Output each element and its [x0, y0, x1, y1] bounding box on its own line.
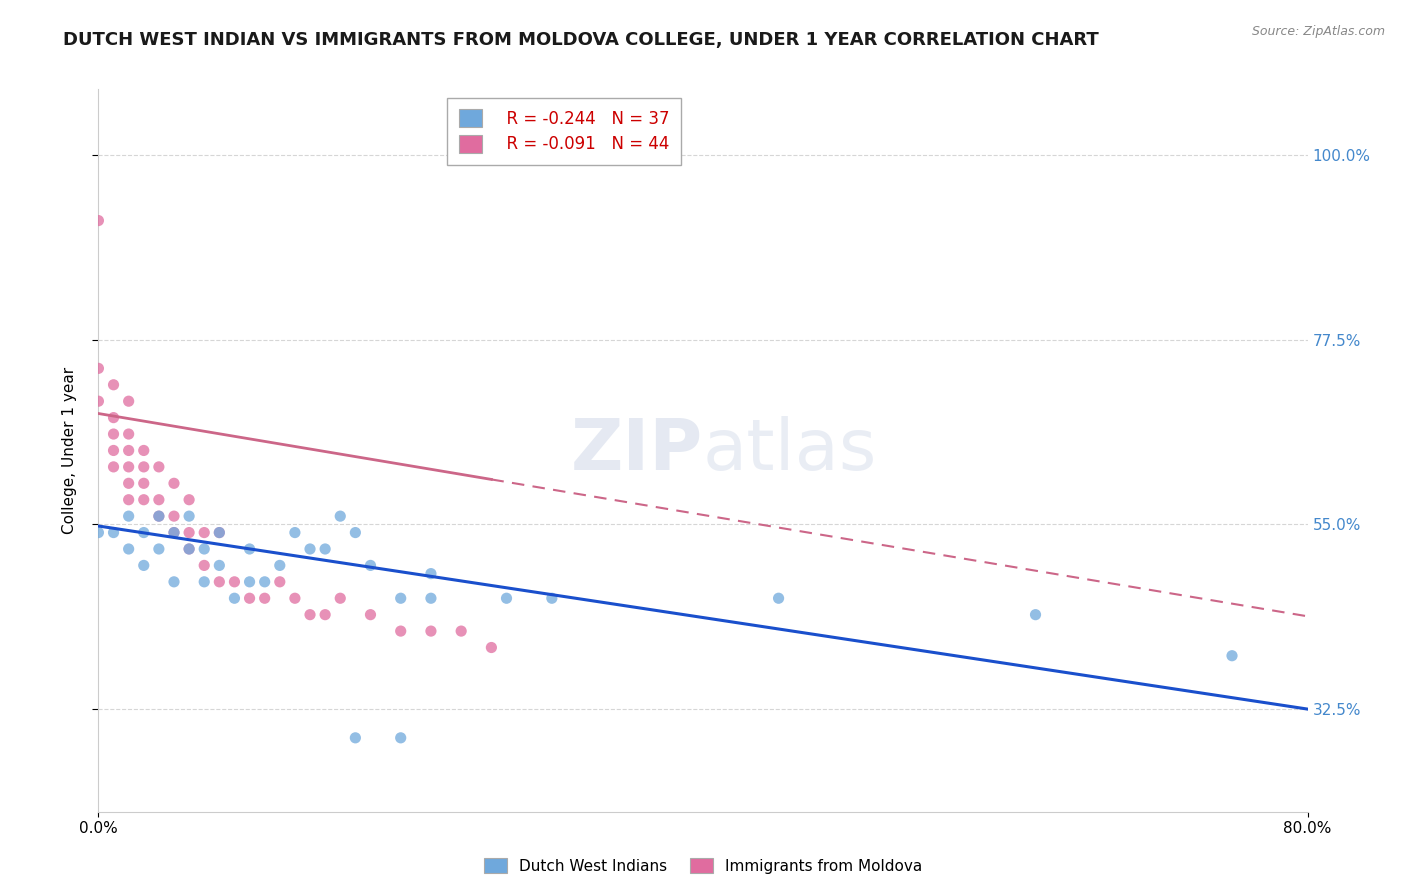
Point	[132, 443, 155, 458]
Point	[132, 525, 155, 540]
Point	[299, 607, 322, 622]
Point	[314, 541, 336, 556]
Point	[360, 607, 382, 622]
Point	[329, 591, 352, 606]
Point	[481, 640, 503, 655]
Point	[239, 541, 262, 556]
Point	[1024, 607, 1046, 622]
Point	[360, 558, 382, 573]
Point	[179, 541, 201, 556]
Point	[118, 394, 141, 409]
Point	[208, 574, 231, 589]
Point	[148, 459, 170, 474]
Point	[329, 509, 352, 524]
Point	[118, 443, 141, 458]
Point	[103, 525, 125, 540]
Point	[118, 509, 141, 524]
Point	[344, 525, 367, 540]
Text: atlas: atlas	[703, 416, 877, 485]
Point	[420, 624, 443, 639]
Y-axis label: College, Under 1 year: College, Under 1 year	[62, 367, 77, 534]
Point	[208, 525, 231, 540]
Legend: Dutch West Indians, Immigrants from Moldova: Dutch West Indians, Immigrants from Mold…	[478, 852, 928, 880]
Point	[389, 624, 412, 639]
Point	[299, 541, 322, 556]
Point	[148, 509, 170, 524]
Point	[132, 492, 155, 507]
Point	[389, 591, 412, 606]
Point	[540, 591, 562, 606]
Point	[768, 591, 790, 606]
Point	[193, 541, 215, 556]
Point	[148, 509, 170, 524]
Point	[103, 377, 125, 392]
Point	[420, 591, 443, 606]
Point	[179, 509, 201, 524]
Point	[253, 591, 276, 606]
Point	[1220, 648, 1243, 663]
Point	[87, 394, 110, 409]
Point	[179, 541, 201, 556]
Point	[179, 525, 201, 540]
Point	[163, 574, 186, 589]
Point	[118, 541, 141, 556]
Point	[193, 525, 215, 540]
Point	[224, 574, 246, 589]
Text: ZIP: ZIP	[571, 416, 703, 485]
Point	[103, 410, 125, 425]
Point	[103, 459, 125, 474]
Point	[284, 591, 307, 606]
Point	[118, 427, 141, 442]
Point	[314, 607, 336, 622]
Point	[103, 427, 125, 442]
Point	[253, 574, 276, 589]
Text: Source: ZipAtlas.com: Source: ZipAtlas.com	[1251, 25, 1385, 38]
Point	[179, 492, 201, 507]
Text: DUTCH WEST INDIAN VS IMMIGRANTS FROM MOLDOVA COLLEGE, UNDER 1 YEAR CORRELATION C: DUTCH WEST INDIAN VS IMMIGRANTS FROM MOL…	[63, 31, 1099, 49]
Point	[163, 525, 186, 540]
Point	[132, 558, 155, 573]
Point	[284, 525, 307, 540]
Point	[163, 525, 186, 540]
Point	[118, 492, 141, 507]
Point	[239, 591, 262, 606]
Point	[420, 566, 443, 581]
Point	[163, 509, 186, 524]
Point	[269, 558, 291, 573]
Point	[269, 574, 291, 589]
Point	[118, 459, 141, 474]
Point	[344, 731, 367, 745]
Point	[193, 574, 215, 589]
Point	[495, 591, 517, 606]
Point	[118, 476, 141, 491]
Point	[87, 361, 110, 376]
Point	[163, 476, 186, 491]
Point	[208, 525, 231, 540]
Point	[132, 459, 155, 474]
Point	[193, 558, 215, 573]
Point	[224, 591, 246, 606]
Point	[450, 624, 472, 639]
Point	[239, 574, 262, 589]
Legend:   R = -0.244   N = 37,   R = -0.091   N = 44: R = -0.244 N = 37, R = -0.091 N = 44	[447, 97, 681, 165]
Point	[132, 476, 155, 491]
Point	[208, 558, 231, 573]
Point	[148, 541, 170, 556]
Point	[87, 213, 110, 227]
Point	[389, 731, 412, 745]
Point	[87, 525, 110, 540]
Point	[103, 443, 125, 458]
Point	[148, 492, 170, 507]
